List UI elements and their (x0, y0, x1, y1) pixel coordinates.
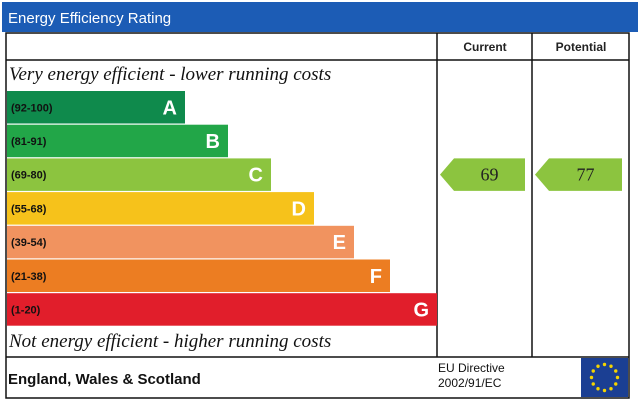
chart-title: Energy Efficiency Rating (8, 10, 171, 27)
band-letter: B (206, 131, 220, 153)
header-bar (2, 2, 638, 32)
band-range-label: (69-80) (11, 170, 47, 182)
band-range-label: (21-38) (11, 271, 47, 283)
band-b (7, 124, 228, 158)
eu-star-icon (591, 369, 595, 373)
eu-star-icon (602, 388, 607, 393)
footer-directive-line1: EU Directive (438, 361, 505, 375)
band-range-label: (1-20) (11, 304, 41, 316)
rating-bands: (92-100) A (81-91) B (69-80) C (55-68) D (39-54)… (7, 91, 437, 326)
eu-star-icon (609, 387, 613, 391)
eu-star-icon (609, 364, 613, 368)
band-c (7, 158, 271, 191)
eu-star-icon (591, 382, 595, 386)
band-range-label: (55-68) (11, 203, 47, 215)
band-a (7, 91, 185, 124)
potential-rating-arrow (535, 158, 622, 191)
band-letter: C (249, 165, 263, 187)
band-letter: F (370, 266, 382, 288)
eu-star-icon (614, 369, 618, 373)
eu-star-icon (602, 362, 607, 367)
rating-arrows: 69 77 (440, 158, 622, 191)
current-rating-arrow (440, 158, 525, 191)
caption-bottom: Not energy efficient - higher running co… (8, 331, 331, 352)
caption-top: Very energy efficient - lower running co… (9, 64, 331, 85)
footer-directive-line2: 2002/91/EC (438, 376, 502, 390)
potential-rating-value: 77 (577, 165, 595, 185)
band-range-label: (81-91) (11, 136, 47, 148)
band-range-label: (39-54) (11, 237, 47, 249)
band-e (7, 225, 354, 259)
band-d (7, 192, 314, 225)
column-header-current: Current (463, 40, 506, 54)
band-letter: E (333, 232, 346, 254)
band-g (7, 293, 437, 326)
current-rating-value: 69 (481, 165, 499, 185)
footer-region: England, Wales & Scotland (8, 371, 201, 388)
eu-flag (581, 358, 628, 397)
eu-star-icon (589, 375, 594, 380)
band-letter: A (163, 97, 177, 119)
band-range-label: (92-100) (11, 102, 53, 114)
column-header-potential: Potential (556, 40, 607, 54)
eu-star-icon (596, 387, 600, 391)
eu-star-icon (596, 364, 600, 368)
band-f (7, 259, 390, 292)
eu-star-icon (614, 382, 618, 386)
band-letter: D (292, 198, 306, 220)
band-letter: G (413, 299, 429, 321)
chart-frame (5, 32, 630, 399)
eu-star-icon (615, 375, 620, 380)
